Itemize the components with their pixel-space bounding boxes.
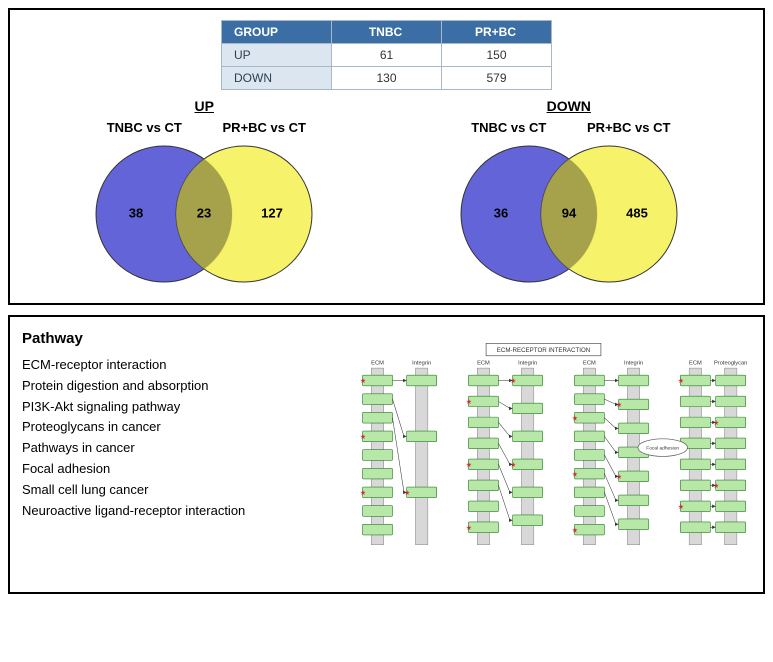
svg-text:ECM: ECM xyxy=(583,361,596,367)
svg-text:Focal adhesion: Focal adhesion xyxy=(646,445,679,451)
venn-up-label-right: PR+BC vs CT xyxy=(204,120,324,135)
svg-text:★: ★ xyxy=(466,461,472,469)
pathway-item: Protein digestion and absorption xyxy=(22,376,322,397)
pathway-item: PI3K-Akt signaling pathway xyxy=(22,397,322,418)
venn-down-labels: TNBC vs CT PR+BC vs CT xyxy=(435,120,703,135)
pathway-item: Pathways in cancer xyxy=(22,438,322,459)
venn-up-block: UP TNBC vs CT PR+BC vs CT 38 23 127 xyxy=(70,98,338,289)
table-row: DOWN 130 579 xyxy=(222,67,552,90)
row-label-down: DOWN xyxy=(222,67,332,90)
svg-text:★: ★ xyxy=(572,470,578,478)
svg-text:★: ★ xyxy=(360,377,366,385)
pathway-item: ECM-receptor interaction xyxy=(22,355,322,376)
svg-text:★: ★ xyxy=(572,414,578,422)
venn-up-svg: 38 23 127 xyxy=(74,139,334,289)
col-group: GROUP xyxy=(222,21,332,44)
svg-text:★: ★ xyxy=(466,398,472,406)
cell-down-tnbc: 130 xyxy=(332,67,442,90)
bottom-panel: Pathway ECM-receptor interactionProtein … xyxy=(8,315,765,594)
pathway-heading: Pathway xyxy=(22,327,322,351)
cell-down-prbc: 579 xyxy=(442,67,552,90)
kegg-diagram: ECM-RECEPTOR INTERACTION ECM Integrin ECM In… xyxy=(336,327,751,582)
svg-text:38: 38 xyxy=(129,205,143,220)
svg-text:ECM: ECM xyxy=(689,361,702,367)
venn-row: UP TNBC vs CT PR+BC vs CT 38 23 127 DOWN T… xyxy=(22,98,751,289)
table-row: UP 61 150 xyxy=(222,44,552,67)
venn-up-title: UP xyxy=(70,98,338,114)
col-prbc: PR+BC xyxy=(442,21,552,44)
cell-up-tnbc: 61 xyxy=(332,44,442,67)
venn-down-title: DOWN xyxy=(435,98,703,114)
pathway-item: Neuroactive ligand-receptor interaction xyxy=(22,501,322,522)
svg-text:★: ★ xyxy=(360,489,366,497)
table-header-row: GROUP TNBC PR+BC xyxy=(222,21,552,44)
venn-up-label-left: TNBC vs CT xyxy=(84,120,204,135)
svg-text:Integrin: Integrin xyxy=(518,361,537,367)
kegg-svg: ECM-RECEPTOR INTERACTION ECM Integrin ECM In… xyxy=(336,327,751,577)
venn-down-block: DOWN TNBC vs CT PR+BC vs CT 36 94 485 xyxy=(435,98,703,289)
svg-text:23: 23 xyxy=(197,205,211,220)
svg-text:★: ★ xyxy=(678,503,684,511)
svg-text:★: ★ xyxy=(360,433,366,441)
row-label-up: UP xyxy=(222,44,332,67)
pathway-item: Proteoglycans in cancer xyxy=(22,417,322,438)
cell-up-prbc: 150 xyxy=(442,44,552,67)
venn-down-label-right: PR+BC vs CT xyxy=(569,120,689,135)
svg-text:★: ★ xyxy=(572,526,578,534)
svg-text:Proteoglycan: Proteoglycan xyxy=(714,361,747,367)
pathway-item: Small cell lung cancer xyxy=(22,480,322,501)
pathway-item: Focal adhesion xyxy=(22,459,322,480)
svg-text:★: ★ xyxy=(466,524,472,532)
svg-text:Integrin: Integrin xyxy=(624,361,643,367)
pathway-list: Pathway ECM-receptor interactionProtein … xyxy=(22,327,322,582)
venn-up-labels: TNBC vs CT PR+BC vs CT xyxy=(70,120,338,135)
svg-text:Integrin: Integrin xyxy=(412,361,431,367)
svg-text:485: 485 xyxy=(626,205,648,220)
svg-text:36: 36 xyxy=(494,205,508,220)
svg-text:ECM-RECEPTOR INTERACTION: ECM-RECEPTOR INTERACTION xyxy=(497,347,591,354)
svg-text:★: ★ xyxy=(678,377,684,385)
venn-down-svg: 36 94 485 xyxy=(439,139,699,289)
count-table: GROUP TNBC PR+BC UP 61 150 DOWN 130 579 xyxy=(221,20,552,90)
svg-text:94: 94 xyxy=(562,205,577,220)
top-panel: GROUP TNBC PR+BC UP 61 150 DOWN 130 579 … xyxy=(8,8,765,305)
venn-down-label-left: TNBC vs CT xyxy=(449,120,569,135)
svg-text:127: 127 xyxy=(261,205,283,220)
svg-text:ECM: ECM xyxy=(371,361,384,367)
col-tnbc: TNBC xyxy=(332,21,442,44)
svg-text:ECM: ECM xyxy=(477,361,490,367)
